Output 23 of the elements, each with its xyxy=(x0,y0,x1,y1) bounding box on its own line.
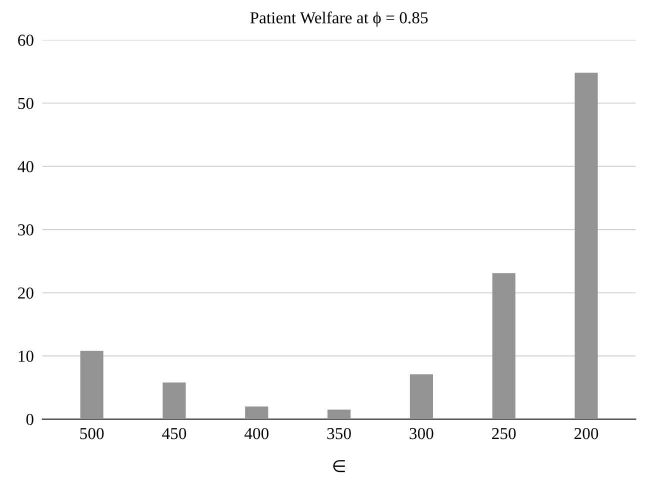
bar xyxy=(162,382,186,420)
x-tick-label: 250 xyxy=(492,428,516,440)
x-axis-title: ∈ xyxy=(333,460,345,472)
y-tick-label: 0 xyxy=(26,414,34,426)
bar xyxy=(328,410,351,420)
y-tick-label: 10 xyxy=(18,350,34,362)
x-tick-label: 300 xyxy=(410,428,434,440)
bar xyxy=(574,72,598,420)
y-tick-label: 50 xyxy=(18,98,34,110)
bar xyxy=(245,406,268,420)
x-tick-label: 500 xyxy=(80,428,104,440)
bar xyxy=(410,374,433,420)
x-tick-label: 350 xyxy=(327,428,351,440)
bar xyxy=(80,350,104,420)
y-tick-label: 40 xyxy=(18,161,34,172)
x-tick-label: 400 xyxy=(244,428,268,440)
y-tick-label: 30 xyxy=(18,224,34,236)
y-tick-label: 60 xyxy=(18,34,34,46)
x-tick-label: 200 xyxy=(574,428,598,440)
y-tick-label: 20 xyxy=(18,287,34,299)
bar xyxy=(492,273,516,420)
chart-title: Patient Welfare at ϕ = 0.85 xyxy=(250,12,428,27)
x-tick-label: 450 xyxy=(162,428,186,440)
